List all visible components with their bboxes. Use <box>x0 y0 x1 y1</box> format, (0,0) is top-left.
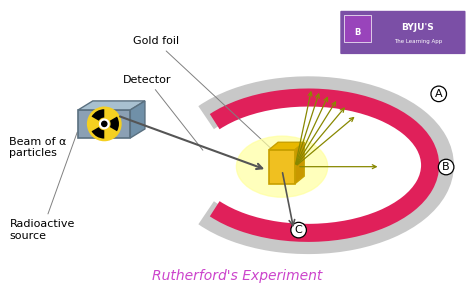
Text: Gold foil: Gold foil <box>133 36 272 150</box>
Wedge shape <box>91 109 104 121</box>
Polygon shape <box>295 142 304 183</box>
Polygon shape <box>130 101 145 138</box>
Bar <box>78 110 130 138</box>
Circle shape <box>100 119 109 129</box>
FancyBboxPatch shape <box>340 11 465 54</box>
Circle shape <box>88 107 121 141</box>
Text: Beam of α
particles: Beam of α particles <box>9 137 67 158</box>
Bar <box>269 150 295 183</box>
Text: C: C <box>295 225 302 235</box>
Text: Detector: Detector <box>123 75 203 150</box>
Polygon shape <box>78 101 145 110</box>
Bar <box>344 15 371 42</box>
Text: Rutherford's Experiment: Rutherford's Experiment <box>152 269 322 283</box>
Polygon shape <box>269 142 304 150</box>
Text: B: B <box>355 28 361 37</box>
Text: The Learning App: The Learning App <box>393 39 442 44</box>
Ellipse shape <box>237 136 328 197</box>
Text: B: B <box>442 162 450 172</box>
Text: A: A <box>435 89 443 99</box>
Circle shape <box>102 121 107 127</box>
Text: Radioactive
source: Radioactive source <box>9 132 77 241</box>
Text: BYJU'S: BYJU'S <box>401 23 434 32</box>
Wedge shape <box>91 127 104 139</box>
Wedge shape <box>110 117 119 131</box>
